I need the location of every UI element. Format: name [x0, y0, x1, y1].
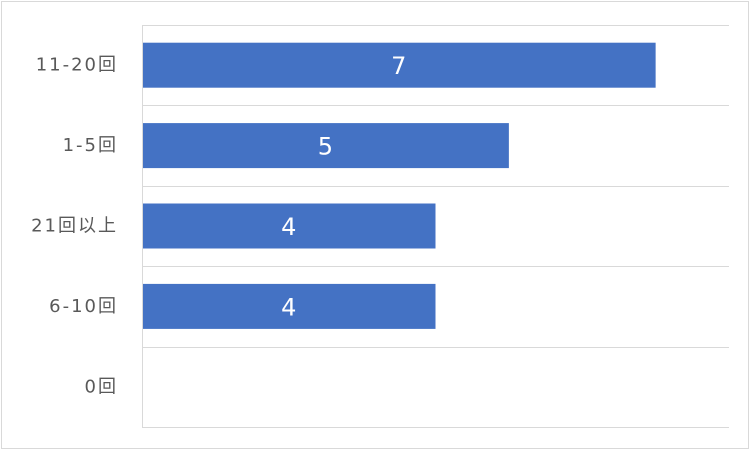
data-label: 4 — [281, 293, 296, 321]
category-tick-label: 0回 — [85, 376, 118, 397]
data-label: 7 — [391, 52, 406, 80]
category-tick-labels: 11-20回 1-5回 21回以上 6-10回 0回 — [31, 55, 118, 398]
data-label: 4 — [281, 213, 296, 241]
data-label: 5 — [318, 133, 333, 161]
gridlines — [142, 25, 729, 428]
bar — [142, 42, 656, 88]
category-tick-label: 11-20回 — [36, 55, 118, 76]
category-tick-label: 21回以上 — [31, 216, 118, 237]
bars — [142, 42, 656, 329]
category-tick-label: 1-5回 — [63, 135, 118, 156]
bar — [142, 283, 436, 329]
category-tick-label: 6-10回 — [49, 296, 118, 317]
bar — [142, 203, 436, 249]
bar — [142, 123, 509, 169]
data-labels: 7 5 4 4 — [281, 52, 406, 321]
